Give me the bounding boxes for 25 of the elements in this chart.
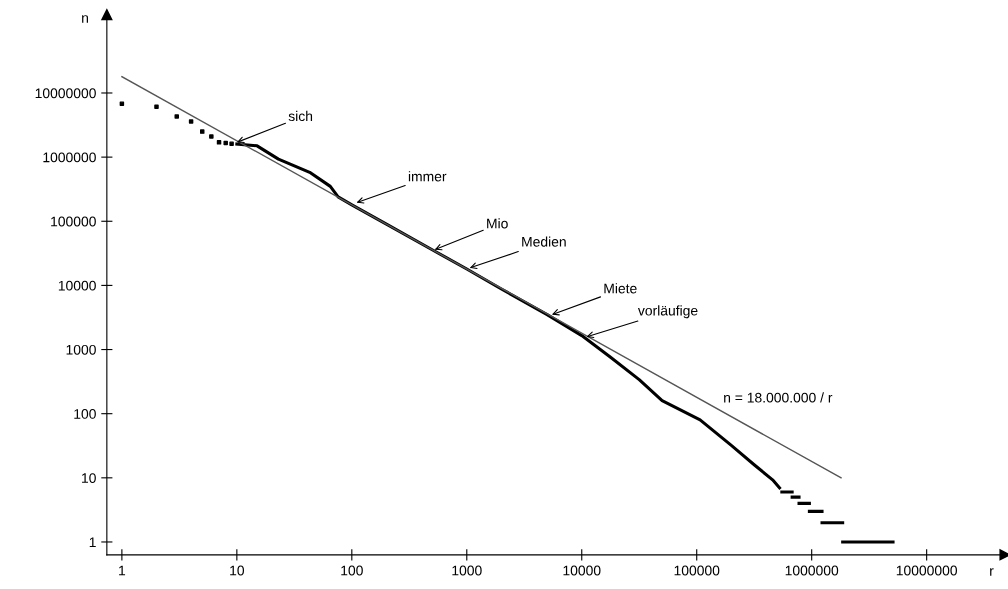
y-tick-label: 100000 <box>51 216 96 227</box>
y-tick-label: 10 <box>82 473 96 483</box>
x-tick-label: 100000 <box>674 565 720 576</box>
x-tick-label: 10 <box>230 565 245 576</box>
y-axis-title: n <box>82 15 88 23</box>
y-tick-label: 1000 <box>66 344 96 355</box>
y-tick-label: 1 <box>89 537 96 547</box>
annotation: sich <box>288 110 313 122</box>
x-tick-label: 1000000 <box>785 565 839 576</box>
annotation: Mio <box>487 218 508 229</box>
series-label: n = 18.000.000 / r <box>724 392 833 403</box>
x-tick-label: 10000 <box>563 565 601 576</box>
annotation: vorläufige <box>637 305 698 319</box>
y-tick-label: 10000 <box>58 280 96 291</box>
x-tick-label: 10000000 <box>896 565 958 576</box>
x-tick-label: 1000 <box>452 565 482 576</box>
y-tick-label: 1000000 <box>43 152 96 163</box>
y-tick-label: 100 <box>74 409 96 419</box>
x-axis-title: r <box>990 568 994 576</box>
annotation: Miete <box>604 283 637 294</box>
annotation: immer <box>408 171 447 182</box>
annotation: Medien <box>522 236 566 247</box>
x-tick-label: 1 <box>119 565 126 576</box>
y-tick-label: 10000000 <box>35 88 96 99</box>
x-tick-label: 100 <box>341 565 363 576</box>
